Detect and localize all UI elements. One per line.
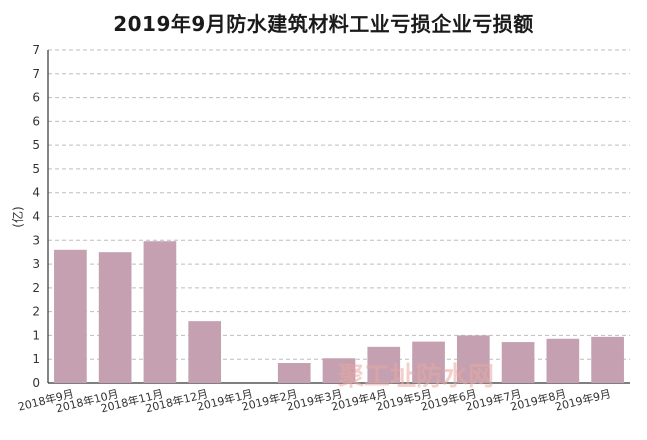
bar	[277, 363, 311, 383]
y-tick-label: 6	[32, 91, 40, 105]
bar	[322, 358, 356, 383]
bar	[501, 342, 535, 383]
bar	[412, 341, 445, 383]
y-tick-label: 0	[32, 376, 40, 390]
bar	[591, 336, 624, 383]
y-tick-label: 7	[32, 67, 40, 81]
y-tick-label: 5	[32, 162, 40, 176]
y-tick-label: 3	[32, 233, 40, 247]
y-axis-label: (亿)	[10, 206, 25, 227]
bar	[546, 338, 580, 383]
y-tick-label: 3	[32, 257, 40, 271]
y-tick-label: 6	[32, 114, 40, 128]
y-tick-label: 2	[32, 281, 40, 295]
y-tick-label: 7	[32, 43, 40, 57]
y-tick-label: 4	[32, 186, 40, 200]
chart-title: 2019年9月防水建筑材料工业亏损企业亏损额	[113, 12, 534, 36]
bar	[188, 321, 222, 383]
watermark: 聚工址防水网	[337, 362, 494, 392]
bar	[367, 346, 401, 383]
bar	[98, 252, 132, 383]
bar	[54, 249, 87, 383]
bar	[143, 241, 177, 383]
y-tick-label: 5	[32, 138, 40, 152]
bar	[456, 335, 490, 383]
y-tick-label: 2	[32, 305, 40, 319]
y-tick-label: 1	[32, 328, 40, 342]
y-tick-label: 1	[32, 352, 40, 366]
y-tick-label: 4	[32, 210, 40, 224]
